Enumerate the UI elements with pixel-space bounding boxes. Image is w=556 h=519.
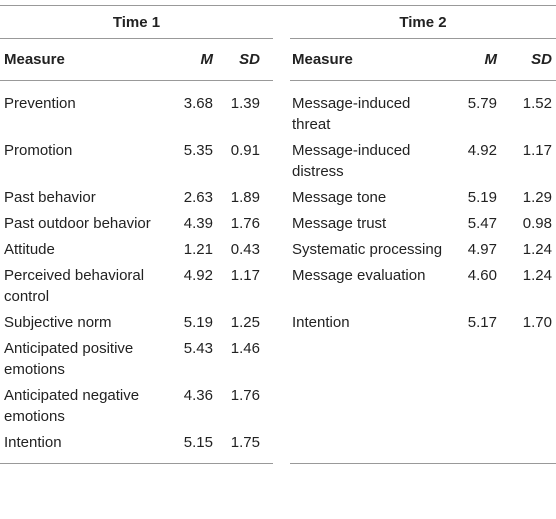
value-cell: 1.17 xyxy=(522,142,552,159)
value-cell: 5.19 xyxy=(183,314,213,331)
value-cell: 4.39 xyxy=(183,215,213,232)
table-row: Attitude 1.21 0.43 Systematic processing 4.9… xyxy=(0,237,556,263)
measure-cell: Subjective norm xyxy=(4,314,112,331)
measure-cell: Prevention xyxy=(4,95,76,112)
measure-cell: Message-induced threat xyxy=(292,95,411,133)
measure-cell: Past outdoor behavior xyxy=(4,215,151,232)
table-row: Subjective norm 5.19 1.25 Intention 5.17 1.70 xyxy=(0,310,556,336)
value-cell: 0.91 xyxy=(230,142,260,159)
value-cell: 4.92 xyxy=(467,142,497,159)
measure-cell: Perceived behavioral control xyxy=(4,267,145,305)
measure-cell xyxy=(290,383,445,430)
spacer xyxy=(273,430,290,464)
value-cell: 1.70 xyxy=(522,314,552,331)
spacer xyxy=(273,39,290,81)
value-cell: 1.76 xyxy=(230,387,260,404)
spacer xyxy=(273,263,290,310)
measure-cell: Intention xyxy=(0,430,160,464)
value-cell xyxy=(445,430,500,464)
value-cell: 1.46 xyxy=(230,340,260,357)
value-cell: 5.17 xyxy=(467,314,497,331)
spacer xyxy=(273,81,290,139)
value-cell: 4.92 xyxy=(183,267,213,284)
value-cell: 0.43 xyxy=(230,241,260,258)
spacer xyxy=(273,138,290,185)
measure-cell: Message tone xyxy=(292,189,387,206)
results-table: Time 1 Time 2 Measure M SD Measure M SD Preven… xyxy=(0,5,556,464)
value-cell: 1.76 xyxy=(230,215,260,232)
table-row: Promotion 5.35 0.91 Message-induced distres… xyxy=(0,138,556,185)
spacer xyxy=(273,185,290,211)
value-cell: 4.36 xyxy=(183,387,213,404)
column-header: SD xyxy=(500,38,556,81)
table-row: Prevention 3.68 1.39 Message-induced threat… xyxy=(0,81,556,139)
table-row: Intention 5.15 1.75 xyxy=(0,430,556,464)
spacer xyxy=(273,5,290,39)
measure-cell: Systematic processing xyxy=(292,241,443,258)
spacer xyxy=(273,383,290,430)
measure-cell xyxy=(290,430,445,464)
measure-cell: Intention xyxy=(292,314,350,331)
value-cell: 1.25 xyxy=(230,314,260,331)
table-row: Past outdoor behavior 4.39 1.76 Message tru… xyxy=(0,211,556,237)
table-row: Past behavior 2.63 1.89 Message tone 5.19 1.2… xyxy=(0,185,556,211)
measure-cell: Message trust xyxy=(292,215,387,232)
value-cell: 4.97 xyxy=(467,241,497,258)
value-cell xyxy=(445,336,500,383)
value-cell: 5.15 xyxy=(160,430,215,464)
value-cell: 3.68 xyxy=(183,95,213,112)
page: Time 1 Time 2 Measure M SD Measure M SD Preven… xyxy=(0,5,556,519)
value-cell: 1.52 xyxy=(522,95,552,112)
measure-cell: Message-induced distress xyxy=(292,142,411,180)
column-header: Measure xyxy=(290,38,445,81)
value-cell: 5.43 xyxy=(183,340,213,357)
value-cell: 1.29 xyxy=(522,189,552,206)
group-title: Time 2 xyxy=(290,5,556,39)
spacer xyxy=(273,211,290,237)
value-cell: 1.39 xyxy=(230,95,260,112)
column-header: M xyxy=(445,38,500,81)
value-cell: 1.89 xyxy=(230,189,260,206)
value-cell: 1.75 xyxy=(215,430,273,464)
measure-cell: Message evaluation xyxy=(292,267,426,284)
value-cell xyxy=(500,336,556,383)
column-header: SD xyxy=(215,38,273,81)
group-title: Time 1 xyxy=(0,5,273,39)
value-cell: 2.63 xyxy=(183,189,213,206)
value-cell: 1.24 xyxy=(522,267,552,284)
value-cell xyxy=(500,383,556,430)
measure-cell: Attitude xyxy=(4,241,55,258)
value-cell: 1.17 xyxy=(230,267,260,284)
spacer xyxy=(273,310,290,336)
table-row: Perceived behavioral control 4.92 1.17 Mess… xyxy=(0,263,556,310)
value-cell: 5.19 xyxy=(467,189,497,206)
measure-cell: Anticipated positive emotions xyxy=(4,340,134,378)
value-cell: 5.79 xyxy=(467,95,497,112)
spacer xyxy=(273,336,290,383)
column-header: M xyxy=(160,38,215,81)
value-cell: 1.21 xyxy=(183,241,213,258)
measure-cell: Anticipated negative emotions xyxy=(4,387,140,425)
value-cell: 5.35 xyxy=(183,142,213,159)
column-header: Measure xyxy=(0,38,160,81)
value-cell: 1.24 xyxy=(522,241,552,258)
value-cell xyxy=(445,383,500,430)
spacer xyxy=(273,237,290,263)
value-cell: 4.60 xyxy=(467,267,497,284)
measure-cell: Promotion xyxy=(4,142,73,159)
value-cell: 5.47 xyxy=(467,215,497,232)
value-cell xyxy=(500,430,556,464)
table-row: Anticipated positive emotions 5.43 1.46 xyxy=(0,336,556,383)
measure-cell: Past behavior xyxy=(4,189,96,206)
table-row: Anticipated negative emotions 4.36 1.76 xyxy=(0,383,556,430)
value-cell: 0.98 xyxy=(522,215,552,232)
measure-cell xyxy=(290,336,445,383)
